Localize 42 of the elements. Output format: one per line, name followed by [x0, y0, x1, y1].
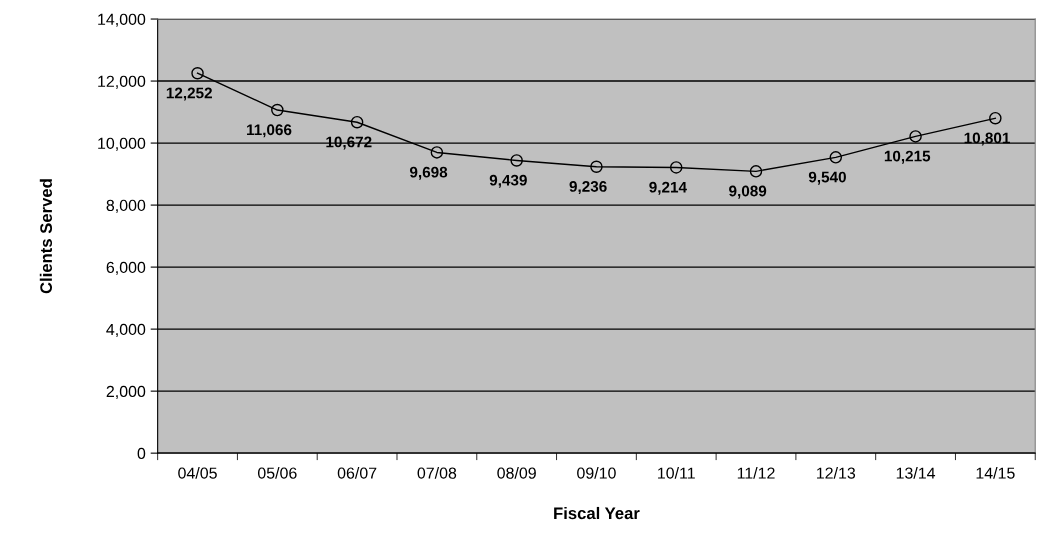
- point: [510, 154, 523, 167]
- data-label: 10,215: [884, 150, 931, 164]
- y-tick-label: 8,000: [106, 199, 146, 213]
- y-tick-label: 14,000: [98, 13, 146, 27]
- data-label: 12,252: [166, 87, 212, 101]
- data-label: 9,698: [409, 166, 448, 180]
- x-tick-label: 05/06: [257, 467, 297, 479]
- x-tick-label: 12/13: [817, 467, 856, 479]
- point: [909, 130, 922, 143]
- x-tick-label: 10/11: [658, 467, 695, 479]
- point: [271, 103, 284, 117]
- point: [191, 66, 204, 80]
- y-tick-label: 4,000: [106, 323, 146, 337]
- x-tick-label: 11/12: [737, 467, 775, 479]
- point: [430, 146, 444, 159]
- y-tick-label: 0: [137, 447, 146, 460]
- data-label: 11,066: [247, 124, 292, 138]
- x-axis-title: Fiscal Year: [554, 506, 640, 520]
- x-tick-label: 04/05: [178, 467, 217, 479]
- point: [590, 160, 603, 174]
- point: [989, 111, 1002, 125]
- point: [749, 165, 763, 178]
- y-tick-label: 10,000: [98, 137, 146, 151]
- y-axis-title: Clients Served: [39, 179, 53, 294]
- y-tick-label: 6,000: [106, 261, 146, 275]
- data-label: 9,089: [729, 185, 767, 199]
- point: [350, 115, 364, 129]
- data-label: 9,439: [489, 174, 527, 188]
- y-tick-label: 2,000: [106, 385, 146, 399]
- x-tick-label: 09/10: [577, 467, 616, 479]
- x-tick-label: 06/07: [337, 467, 377, 479]
- point: [669, 161, 683, 174]
- x-tick-label: 07/08: [417, 467, 457, 479]
- x-tick-label: 14/15: [976, 467, 1015, 479]
- point: [829, 151, 843, 164]
- y-tick-label: 12,000: [98, 75, 146, 89]
- x-tick-label: 08/09: [497, 467, 536, 479]
- data-label: 9,540: [808, 171, 846, 185]
- x-tick-label: 13/14: [896, 467, 936, 479]
- data-label: 9,236: [569, 181, 607, 195]
- data-label: 10,801: [964, 132, 1010, 146]
- data-label: 9,214: [649, 181, 687, 195]
